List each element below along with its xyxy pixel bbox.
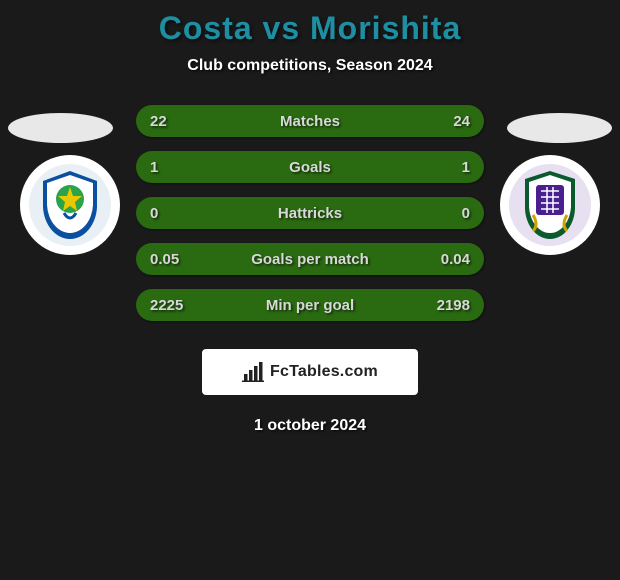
comparison-content: 22 Matches 24 1 Goals 1 0 Hattricks 0 0.…: [0, 105, 620, 321]
footer-date: 1 october 2024: [0, 417, 620, 435]
page-title: Costa vs Morishita: [0, 0, 620, 47]
stat-row-min-per-goal: 2225 Min per goal 2198: [136, 289, 484, 321]
stat-row-matches: 22 Matches 24: [136, 105, 484, 137]
brand-text: FcTables.com: [270, 363, 378, 381]
stat-right-value: 0: [462, 205, 470, 222]
stats-rows: 22 Matches 24 1 Goals 1 0 Hattricks 0 0.…: [136, 105, 484, 321]
club-crest-left-icon: [39, 169, 101, 241]
stat-label: Hattricks: [278, 205, 342, 222]
stat-left-value: 0: [150, 205, 158, 222]
stat-left-value: 2225: [150, 297, 183, 314]
club-crest-right-icon: [519, 169, 581, 241]
player-right-badge: [500, 155, 600, 255]
stat-right-value: 24: [453, 113, 470, 130]
stat-label: Matches: [280, 113, 340, 130]
player-left-badge: [20, 155, 120, 255]
page-root: Costa vs Morishita Club competitions, Se…: [0, 0, 620, 580]
stat-label: Min per goal: [266, 297, 354, 314]
stat-row-goals-per-match: 0.05 Goals per match 0.04: [136, 243, 484, 275]
stat-left-value: 1: [150, 159, 158, 176]
player-right-badge-inner: [509, 164, 591, 246]
player-left-oval: [8, 113, 113, 143]
stat-row-goals: 1 Goals 1: [136, 151, 484, 183]
page-subtitle: Club competitions, Season 2024: [0, 57, 620, 75]
stat-right-value: 1: [462, 159, 470, 176]
stat-left-value: 22: [150, 113, 167, 130]
player-right-oval: [507, 113, 612, 143]
stat-row-hattricks: 0 Hattricks 0: [136, 197, 484, 229]
player-left-badge-inner: [29, 164, 111, 246]
bar-chart-icon: [242, 362, 266, 382]
stat-left-value: 0.05: [150, 251, 179, 268]
brand-box[interactable]: FcTables.com: [202, 349, 418, 395]
stat-right-value: 0.04: [441, 251, 470, 268]
stat-right-value: 2198: [437, 297, 470, 314]
stat-label: Goals per match: [251, 251, 369, 268]
stat-label: Goals: [289, 159, 331, 176]
